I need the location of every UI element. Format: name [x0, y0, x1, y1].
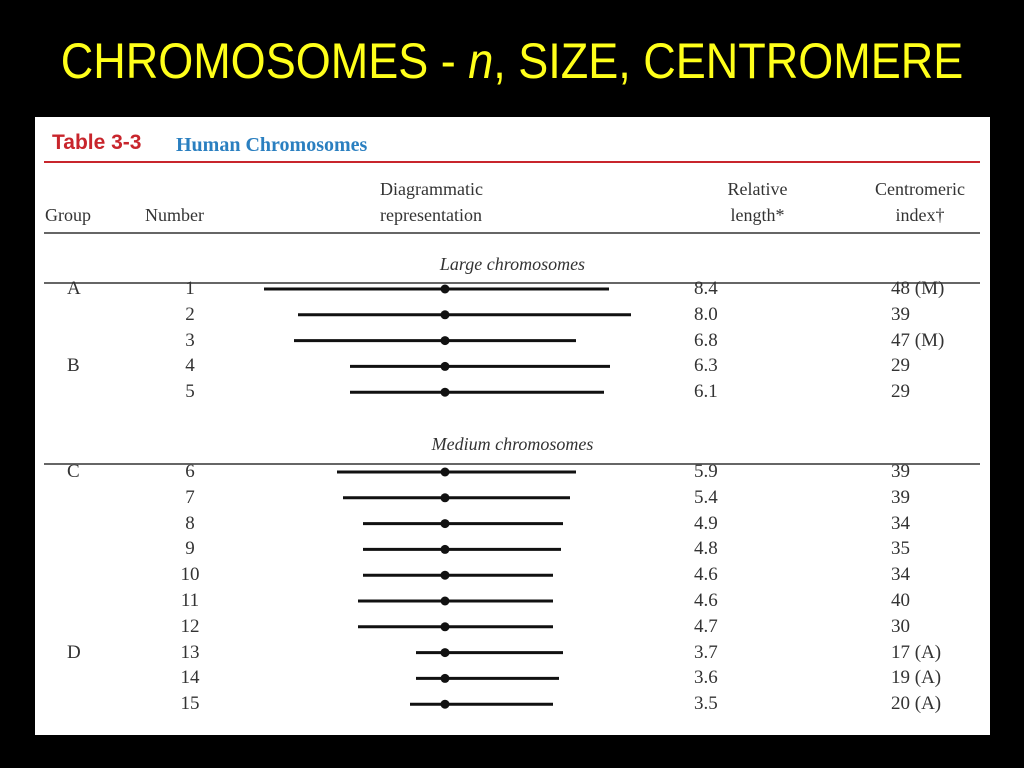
index-cell: 48 (M): [891, 278, 945, 299]
chromosome-13-centromere: [440, 648, 450, 658]
number-cell: 10: [180, 564, 200, 586]
length-cell: 5.9: [694, 461, 718, 482]
section-title-medium: Medium chromosomes: [431, 434, 594, 454]
length-cell: 6.8: [694, 329, 718, 351]
number-cell: 3: [185, 329, 195, 351]
length-cell: 4.9: [694, 512, 718, 534]
group-cell: C: [67, 461, 80, 482]
chromosome-9-centromere: [440, 544, 450, 554]
number-cell: 9: [185, 538, 195, 560]
index-cell: 30: [891, 615, 910, 637]
chromosome-2-centromere: [440, 310, 450, 320]
chromosome-4-centromere: [440, 361, 450, 371]
length-cell: 8.4: [694, 278, 718, 299]
chromosome-11-centromere: [440, 596, 450, 606]
length-cell: 6.3: [694, 355, 718, 377]
number-cell: 8: [185, 512, 195, 534]
chromosome-diagrams: [264, 284, 631, 709]
number-cell: 5: [185, 381, 195, 403]
section-title-large: Large chromosomes: [439, 254, 586, 274]
index-cell: 39: [891, 461, 910, 482]
index-cell: 35: [891, 538, 910, 560]
chromosome-6-centromere: [440, 467, 450, 477]
header-diagram-line1: Diagrammatic: [380, 179, 483, 199]
header-group: Group: [45, 205, 91, 225]
number-cell: 14: [180, 667, 200, 689]
length-cell: 6.1: [694, 381, 718, 403]
table-label: Table 3-3: [52, 131, 142, 154]
number-cell: 4: [185, 355, 195, 377]
length-cell: 8.0: [694, 303, 718, 325]
index-cell: 47 (M): [891, 329, 945, 351]
length-cell: 3.5: [694, 693, 718, 715]
index-cell: 29: [891, 381, 910, 403]
section-rule-large: [44, 282, 980, 284]
chromosome-14-centromere: [440, 673, 450, 683]
length-cell: 4.8: [694, 538, 718, 560]
chromosome-15-centromere: [440, 699, 450, 709]
length-cell: 3.7: [694, 641, 718, 663]
title-part-n: n: [468, 33, 494, 89]
chromosome-5-centromere: [440, 387, 450, 397]
number-cell: 15: [180, 693, 200, 715]
number-cell: 1: [185, 278, 195, 299]
section-rule-medium: [44, 463, 980, 465]
length-cell: 4.6: [694, 564, 718, 586]
length-cell: 5.4: [694, 486, 718, 508]
index-cell: 39: [891, 486, 910, 508]
header-length-line1: Relative: [727, 179, 788, 199]
index-cell: 39: [891, 303, 910, 325]
chromosome-7-centromere: [440, 493, 450, 503]
header-rule: [44, 232, 980, 234]
index-cell: 34: [891, 564, 910, 586]
index-cell: 20 (A): [891, 693, 942, 715]
number-cell: 2: [185, 303, 195, 325]
title-rule: [44, 161, 980, 163]
length-cell: 3.6: [694, 667, 718, 689]
group-cell: B: [67, 355, 80, 377]
title-part-2: , SIZE, CENTROMERE: [493, 33, 964, 89]
number-cell: 6: [185, 461, 195, 482]
index-cell: 19 (A): [891, 667, 942, 689]
header-index-line1: Centromeric: [875, 179, 965, 199]
chromosome-1-centromere: [440, 284, 450, 294]
group-cell: D: [67, 641, 81, 663]
index-cell: 29: [891, 355, 910, 377]
header-number: Number: [145, 205, 204, 225]
header-index-line2: index†: [895, 205, 945, 225]
length-cell: 4.6: [694, 590, 718, 611]
header-diagram-line2: representation: [380, 205, 482, 225]
chromosome-8-centromere: [440, 519, 450, 529]
header-length-line2: length*: [730, 205, 785, 225]
title-part-1: CHROMOSOMES -: [60, 33, 469, 89]
number-cell: 12: [180, 615, 200, 637]
number-cell: 11: [180, 590, 200, 611]
index-cell: 40: [891, 590, 910, 611]
length-cell: 4.7: [694, 615, 718, 637]
index-cell: 17 (A): [891, 641, 942, 663]
chromosome-12-centromere: [440, 622, 450, 632]
chromosome-3-centromere: [440, 336, 450, 346]
number-cell: 7: [185, 486, 195, 508]
table-name: Human Chromosomes: [176, 134, 368, 156]
slide-title: CHROMOSOMES - n, SIZE, CENTROMERE: [51, 30, 973, 92]
group-cell: A: [67, 278, 81, 299]
index-cell: 34: [891, 512, 910, 534]
number-cell: 13: [180, 641, 200, 663]
table-panel: Table 3-3 Human Chromosomes Group Number…: [35, 117, 990, 735]
chromosome-10-centromere: [440, 570, 450, 580]
